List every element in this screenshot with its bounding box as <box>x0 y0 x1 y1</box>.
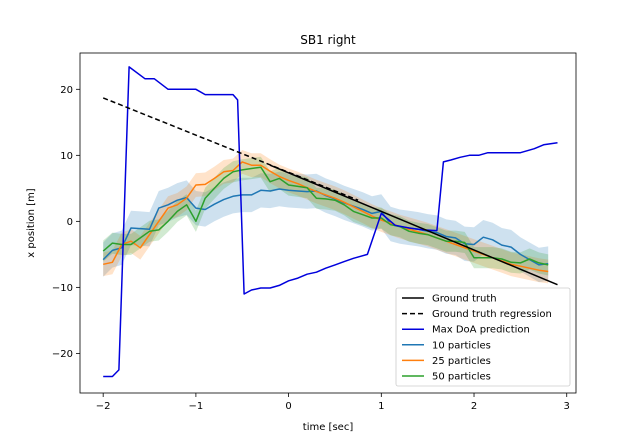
legend-box <box>395 287 571 387</box>
x-tick-label: 0 <box>285 401 291 412</box>
x-tick-label: −2 <box>96 401 111 412</box>
y-tick-label: 20 <box>60 85 73 96</box>
series-line-25-particles <box>103 161 549 273</box>
legend-label-25-particles: 25 particles <box>432 356 491 367</box>
y-axis-label: x position [m] <box>26 188 37 258</box>
series-line-ground-truth <box>269 164 558 286</box>
y-tick-label: −20 <box>52 349 73 360</box>
legend-label-ground-truth-regression: Ground truth regression <box>432 309 552 320</box>
series-lines <box>102 66 558 378</box>
chart-title: SB1 right <box>300 33 356 47</box>
legend-label-max-doa-prediction: Max DoA prediction <box>432 325 530 336</box>
plot-frame <box>79 52 577 394</box>
legend-label-10-particles: 10 particles <box>432 340 491 351</box>
series-line-ground-truth-regression <box>102 97 359 201</box>
x-tick-label: −1 <box>189 401 204 412</box>
legend: Ground truth Ground truth regression Max D… <box>395 287 571 387</box>
y-tick-label: 0 <box>67 217 73 228</box>
legend-label-ground-truth: Ground truth <box>432 294 497 305</box>
y-tick-label: 10 <box>60 151 73 162</box>
x-tick-label: 1 <box>378 401 384 412</box>
series-line-50-particles <box>102 166 549 266</box>
confidence-bands <box>103 150 549 284</box>
legend-label-50-particles: 50 particles <box>432 372 491 383</box>
band-10-particles <box>103 171 549 283</box>
x-tick-label: 2 <box>471 401 477 412</box>
x-tick-label: 3 <box>564 401 570 412</box>
y-tick-label: −10 <box>52 283 73 294</box>
band-25-particles <box>103 150 549 284</box>
band-50-particles <box>103 156 549 276</box>
x-axis-label: time [sec] <box>303 422 354 433</box>
series-line-max-doa-prediction <box>103 66 558 378</box>
